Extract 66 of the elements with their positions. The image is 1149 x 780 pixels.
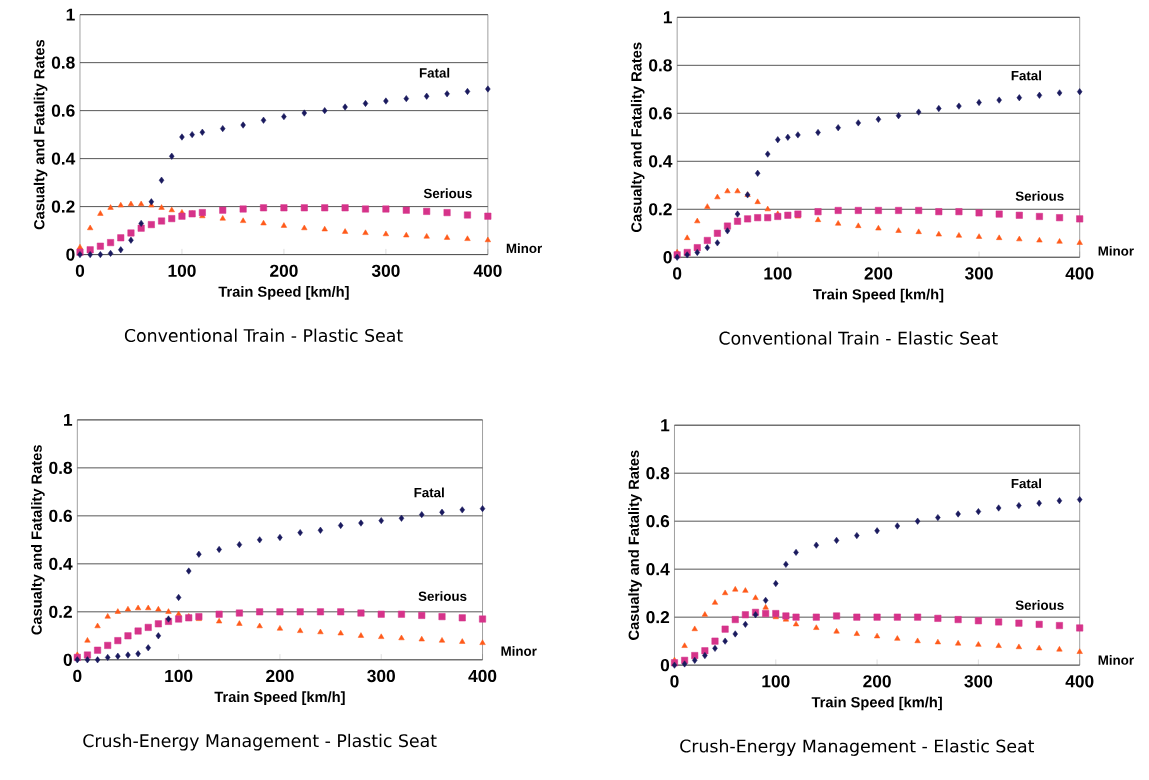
x-axis-title: Train Speed [km/h] xyxy=(214,691,345,706)
x-axis-title: Train Speed [km/h] xyxy=(811,696,942,711)
x-tick-label: 400 xyxy=(1065,267,1094,280)
series-label: Minor xyxy=(506,243,542,254)
x-tick-label: 200 xyxy=(270,264,298,278)
y-tick-label: 0.8 xyxy=(646,467,670,480)
x-axis-title: Train Speed [km/h] xyxy=(813,288,944,303)
x-tick-label: 300 xyxy=(371,264,400,278)
series-label: Serious xyxy=(1015,600,1064,611)
y-tick-label: 0 xyxy=(660,659,670,672)
y-tick-label: 0.4 xyxy=(49,557,73,571)
y-tick-label: 0.6 xyxy=(646,515,670,528)
y-tick-label: 1 xyxy=(64,414,73,426)
y-axis-title: Casualty and Fatality Rates xyxy=(31,445,45,635)
x-tick-label: 100 xyxy=(764,267,792,280)
y-tick-label: 0.6 xyxy=(51,104,75,117)
series-label: Fatal xyxy=(419,67,450,78)
x-tick-label: 0 xyxy=(75,264,85,278)
x-tick-label: 300 xyxy=(964,675,993,688)
series-label: Fatal xyxy=(414,487,444,498)
y-tick-label: 0.8 xyxy=(649,59,672,72)
text: Conventional Train - Elastic Seat xyxy=(719,331,998,345)
y-axis-title: Casualty and Fatality Rates xyxy=(33,40,48,230)
x-tick-label: 200 xyxy=(864,267,893,280)
y-axis-title: Casualty and Fatality Rates xyxy=(630,42,645,233)
x-tick-label: 100 xyxy=(168,264,196,278)
y-tick-label: 1 xyxy=(66,8,75,21)
y-tick-label: 0 xyxy=(63,653,72,667)
x-tick-label: 400 xyxy=(468,669,497,683)
y-tick-label: 0 xyxy=(663,251,672,264)
x-tick-label: 300 xyxy=(965,267,993,280)
series-label: Minor xyxy=(1098,246,1134,256)
y-tick-label: 0.2 xyxy=(51,200,75,213)
y-tick-label: 0.2 xyxy=(49,605,72,619)
x-tick-label: 400 xyxy=(1065,675,1094,688)
x-tick-label: 200 xyxy=(266,669,294,683)
x-tick-label: 300 xyxy=(367,669,395,683)
x-axis-title: Train Speed [km/h] xyxy=(218,286,349,300)
y-tick-label: 0.4 xyxy=(646,563,670,576)
y-tick-label: 0.4 xyxy=(649,155,673,168)
y-axis-title: Casualty and Fatality Rates xyxy=(628,450,642,641)
y-tick-label: 0.6 xyxy=(649,107,672,120)
x-tick-label: 100 xyxy=(165,669,193,683)
series-label: Fatal xyxy=(1011,478,1041,489)
y-tick-label: 0.6 xyxy=(49,509,72,523)
y-tick-label: 0.8 xyxy=(51,56,75,69)
y-tick-label: 1 xyxy=(661,419,670,432)
series-label: Serious xyxy=(418,591,467,602)
y-tick-label: 0 xyxy=(66,248,75,261)
series-label: Serious xyxy=(1015,191,1064,201)
series-label: Minor xyxy=(1098,655,1134,665)
y-tick-label: 0.4 xyxy=(51,152,76,165)
x-tick-label: 100 xyxy=(762,675,790,688)
x-tick-label: 200 xyxy=(863,675,891,688)
text: Conventional Train - Plastic Seat xyxy=(124,328,403,343)
text: Crush-Energy Management - Elastic Seat xyxy=(680,739,1035,757)
y-tick-label: 0.8 xyxy=(49,461,73,475)
y-tick-label: 0.2 xyxy=(646,611,670,624)
series-label: Minor xyxy=(501,646,537,657)
text: Crush-Energy Management - Plastic Seat xyxy=(83,733,437,751)
y-tick-label: 1 xyxy=(663,11,672,24)
y-tick-label: 0.2 xyxy=(649,203,672,216)
series-label: Fatal xyxy=(1011,70,1041,81)
series-label: Serious xyxy=(423,188,472,199)
x-tick-label: 0 xyxy=(673,267,682,280)
x-tick-label: 400 xyxy=(473,264,502,278)
